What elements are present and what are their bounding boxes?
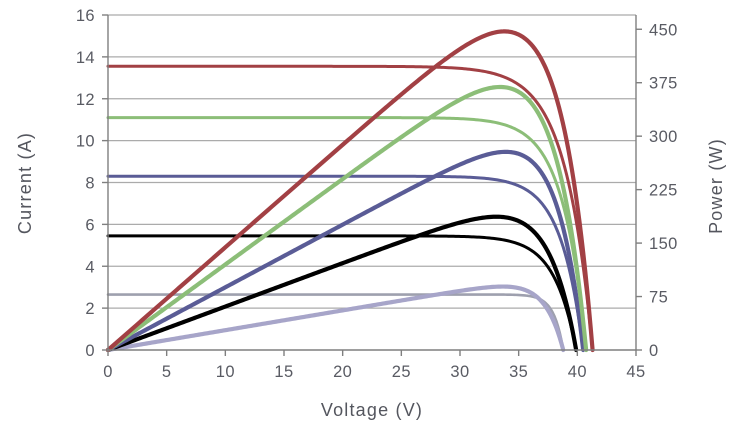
y-tick-label-4: 4 xyxy=(85,258,95,276)
x-tick-label-25: 25 xyxy=(392,363,411,381)
pv-curve-series-4-black xyxy=(105,214,579,353)
pv-curve-series-5-lavender xyxy=(105,284,566,353)
pv-curve-series-2-green xyxy=(105,84,589,353)
x-tick-label-30: 30 xyxy=(450,363,469,381)
tick-labels: 0 5 10 15 20 25 30 35 40 450246810121416075150225… xyxy=(76,7,678,381)
iv-curve-series-1-red xyxy=(106,64,595,352)
x-tick-label-40: 40 xyxy=(568,363,587,381)
y2-tick-label-75: 75 xyxy=(649,289,668,307)
y-tick-label-6: 6 xyxy=(85,216,95,234)
y-tick-label-0: 0 xyxy=(85,342,95,360)
y-tick-label-16: 16 xyxy=(76,7,95,25)
x-axis-title: Voltage (V) xyxy=(321,400,423,420)
y2-tick-label-225: 225 xyxy=(649,182,678,200)
x-tick-label-20: 20 xyxy=(333,363,352,381)
x-tick-label-5: 5 xyxy=(162,363,172,381)
curves xyxy=(105,29,595,353)
x-tick-label-0: 0 xyxy=(103,363,113,381)
iv-curve-series-5-lavender xyxy=(106,293,565,352)
x-tick-label-45: 45 xyxy=(626,363,645,381)
y-tick-label-14: 14 xyxy=(76,49,95,67)
y2-tick-label-375: 375 xyxy=(649,75,678,93)
y2-tick-label-0: 0 xyxy=(649,342,659,360)
iv-curve-series-2-green xyxy=(106,116,588,352)
iv-curve-series-4-black xyxy=(106,234,578,352)
y-tick-label-10: 10 xyxy=(76,133,95,151)
pv-curve-series-1-red xyxy=(105,29,595,353)
y-tick-label-2: 2 xyxy=(85,300,95,318)
y2-tick-label-450: 450 xyxy=(649,21,678,39)
axes xyxy=(102,14,642,356)
y2-axis-title: Power (W) xyxy=(706,138,726,234)
x-tick-label-15: 15 xyxy=(274,363,293,381)
pv-curve-series-3-purple xyxy=(105,149,586,353)
y2-tick-label-300: 300 xyxy=(649,128,678,146)
y2-tick-label-150: 150 xyxy=(649,235,678,253)
y-tick-label-12: 12 xyxy=(76,91,95,109)
x-tick-label-35: 35 xyxy=(509,363,528,381)
x-tick-label-10: 10 xyxy=(216,363,235,381)
gridlines xyxy=(108,14,636,309)
y-tick-label-8: 8 xyxy=(85,175,95,193)
y-axis-title: Current (A) xyxy=(15,132,35,234)
